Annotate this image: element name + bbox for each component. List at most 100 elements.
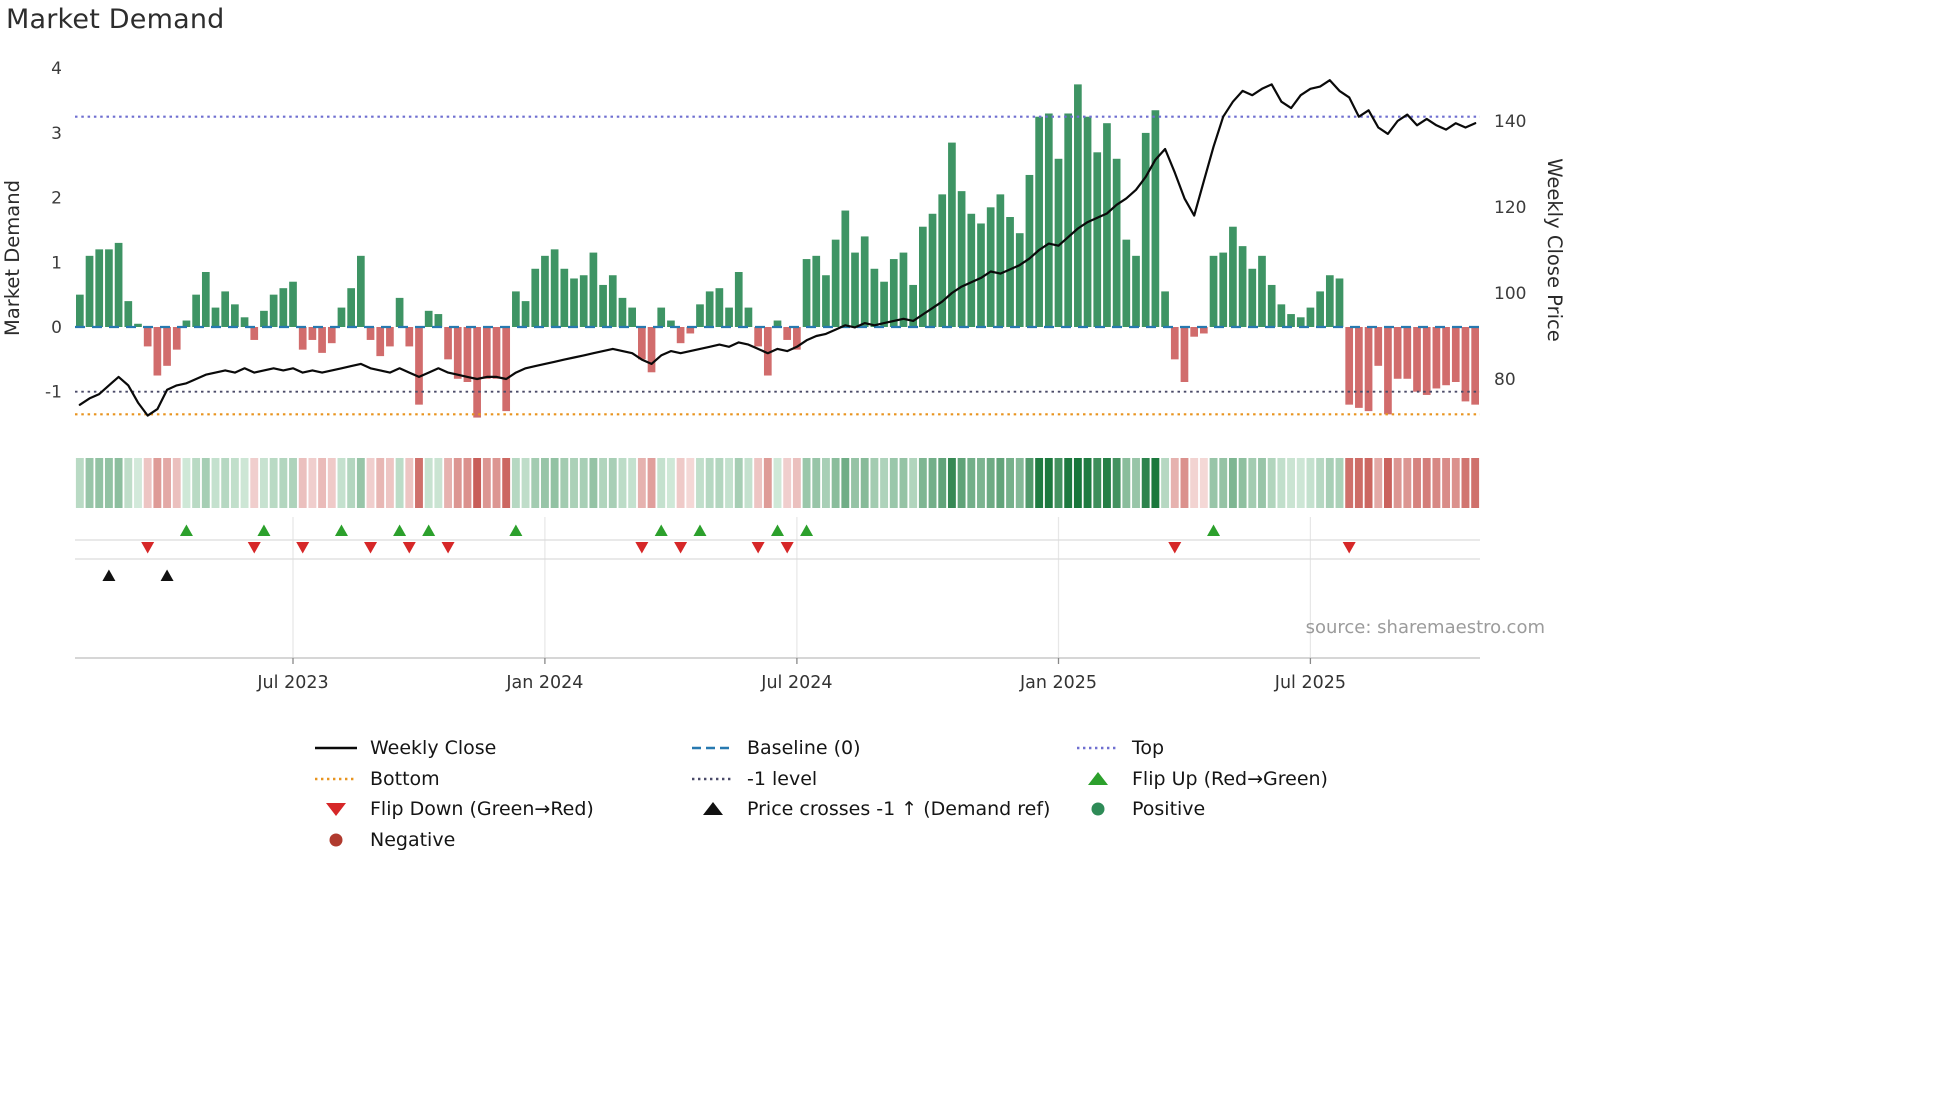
heatmap-cell bbox=[1180, 458, 1189, 508]
heatmap-cell bbox=[550, 458, 559, 508]
legend-label: Top bbox=[1132, 737, 1165, 759]
heatmap-cell bbox=[637, 458, 646, 508]
heatmap-cell bbox=[1064, 458, 1073, 508]
demand-bar-positive bbox=[85, 255, 94, 327]
demand-bar-positive bbox=[347, 288, 355, 327]
demand-bar-positive bbox=[812, 255, 821, 327]
right-axis-label: Weekly Close Price bbox=[1543, 158, 1566, 341]
demand-bar-negative bbox=[172, 327, 181, 350]
demand-bar-positive bbox=[1209, 255, 1218, 327]
demand-bar-positive bbox=[260, 310, 268, 327]
demand-bar-positive bbox=[851, 252, 859, 327]
demand-bar-negative bbox=[308, 327, 317, 340]
heatmap-cell bbox=[899, 458, 908, 508]
demand-bar-negative bbox=[463, 327, 472, 382]
heatmap-cell bbox=[1025, 458, 1034, 508]
heatmap-cell bbox=[415, 458, 423, 508]
demand-bar-negative bbox=[1451, 327, 1460, 382]
heatmap-cell bbox=[1306, 458, 1315, 508]
demand-bar-positive bbox=[560, 268, 569, 327]
flip-down-marker bbox=[247, 542, 261, 554]
heatmap-cell bbox=[424, 458, 433, 508]
demand-bar-positive bbox=[657, 307, 666, 327]
heatmap-cell bbox=[1228, 458, 1237, 508]
heatmap-cell bbox=[1190, 458, 1199, 508]
flip-up-marker bbox=[771, 524, 784, 536]
demand-bar-positive bbox=[541, 255, 549, 327]
demand-bar-negative bbox=[686, 327, 695, 334]
demand-bar-positive bbox=[221, 291, 230, 327]
heatmap-cell bbox=[473, 458, 482, 508]
demand-bar-negative bbox=[298, 327, 307, 350]
heatmap-cell bbox=[250, 458, 259, 508]
heatmap-cell bbox=[657, 458, 666, 508]
heatmap-cell bbox=[1151, 458, 1160, 508]
demand-bar-negative bbox=[763, 327, 772, 376]
heatmap-cell bbox=[1442, 458, 1451, 508]
demand-bar-positive bbox=[1258, 255, 1266, 327]
heatmap-cell bbox=[1335, 458, 1344, 508]
legend-label: Weekly Close bbox=[370, 737, 497, 759]
demand-bar-positive bbox=[1296, 317, 1305, 327]
legend-item: Bottom bbox=[313, 768, 690, 790]
legend-item: Flip Up (Red→Green) bbox=[1075, 768, 1328, 790]
heatmap-cell bbox=[356, 458, 365, 508]
heatmap-cell bbox=[802, 458, 811, 508]
heatmap-cell bbox=[773, 458, 782, 508]
demand-bar-positive bbox=[1287, 314, 1295, 327]
demand-bar-negative bbox=[143, 327, 152, 347]
demand-bar-positive bbox=[986, 207, 995, 327]
demand-bar-negative bbox=[754, 327, 762, 347]
heatmap-cell bbox=[812, 458, 821, 508]
demand-bar-positive bbox=[1122, 239, 1131, 327]
heatmap-cell bbox=[318, 458, 327, 508]
heatmap-cell bbox=[1267, 458, 1276, 508]
demand-bar-negative bbox=[1364, 327, 1373, 412]
heatmap-cell bbox=[463, 458, 472, 508]
heatmap-cell bbox=[1122, 458, 1131, 508]
demand-bar-negative bbox=[163, 327, 171, 366]
heatmap-cell bbox=[1015, 458, 1024, 508]
legend-dashed-line-icon bbox=[692, 746, 734, 750]
demand-bar-positive bbox=[114, 242, 123, 327]
heatmap-cell bbox=[1103, 458, 1111, 508]
heatmap-cell bbox=[608, 458, 617, 508]
heatmap-cell bbox=[1044, 458, 1053, 508]
flip-down-marker bbox=[674, 542, 688, 554]
legend-label: Flip Up (Red→Green) bbox=[1132, 767, 1328, 790]
heatmap-cell bbox=[1161, 458, 1170, 508]
heatmap-cell bbox=[453, 458, 462, 508]
heatmap-cell bbox=[240, 458, 249, 508]
right-axis-tick-label: 120 bbox=[1494, 198, 1526, 218]
heatmap-cell bbox=[1461, 458, 1470, 508]
demand-bar-positive bbox=[628, 307, 636, 327]
x-axis-tick-label: Jan 2024 bbox=[505, 673, 583, 693]
legend-triangle-up-icon bbox=[703, 802, 723, 815]
heatmap-cell bbox=[124, 458, 133, 508]
demand-bar-positive bbox=[182, 320, 191, 327]
market-demand-chart: 4 3 2 1 0 -1 140 120 100 80 Jul 2023 Jan 2024 Jul 20… bbox=[1, 59, 1566, 693]
heatmap-cell bbox=[676, 458, 685, 508]
demand-bar-positive bbox=[589, 252, 598, 327]
heatmap-cell bbox=[851, 458, 859, 508]
heatmap-cell bbox=[95, 458, 104, 508]
legend-label: Price crosses -1 ↑ (Demand ref) bbox=[747, 798, 1051, 820]
demand-bar-negative bbox=[453, 327, 462, 379]
demand-bar-negative bbox=[1403, 327, 1412, 379]
demand-bar-positive bbox=[773, 320, 782, 327]
source-note: source: sharemaestro.com bbox=[1306, 617, 1545, 638]
demand-bar-positive bbox=[269, 294, 278, 327]
flip-up-marker bbox=[800, 524, 814, 536]
demand-bar-positive bbox=[996, 194, 1005, 327]
demand-bar-negative bbox=[153, 327, 162, 376]
demand-bar-positive bbox=[1025, 174, 1034, 327]
demand-bar-positive bbox=[725, 307, 733, 327]
demand-bar-negative bbox=[1413, 327, 1421, 392]
heatmap-cell bbox=[1141, 458, 1150, 508]
heatmap-cell bbox=[492, 458, 501, 508]
demand-bar-positive bbox=[1035, 116, 1043, 327]
flip-up-marker bbox=[654, 524, 668, 536]
heatmap-cell bbox=[860, 458, 869, 508]
heatmap-cell bbox=[182, 458, 191, 508]
demand-bar-positive bbox=[618, 297, 627, 327]
